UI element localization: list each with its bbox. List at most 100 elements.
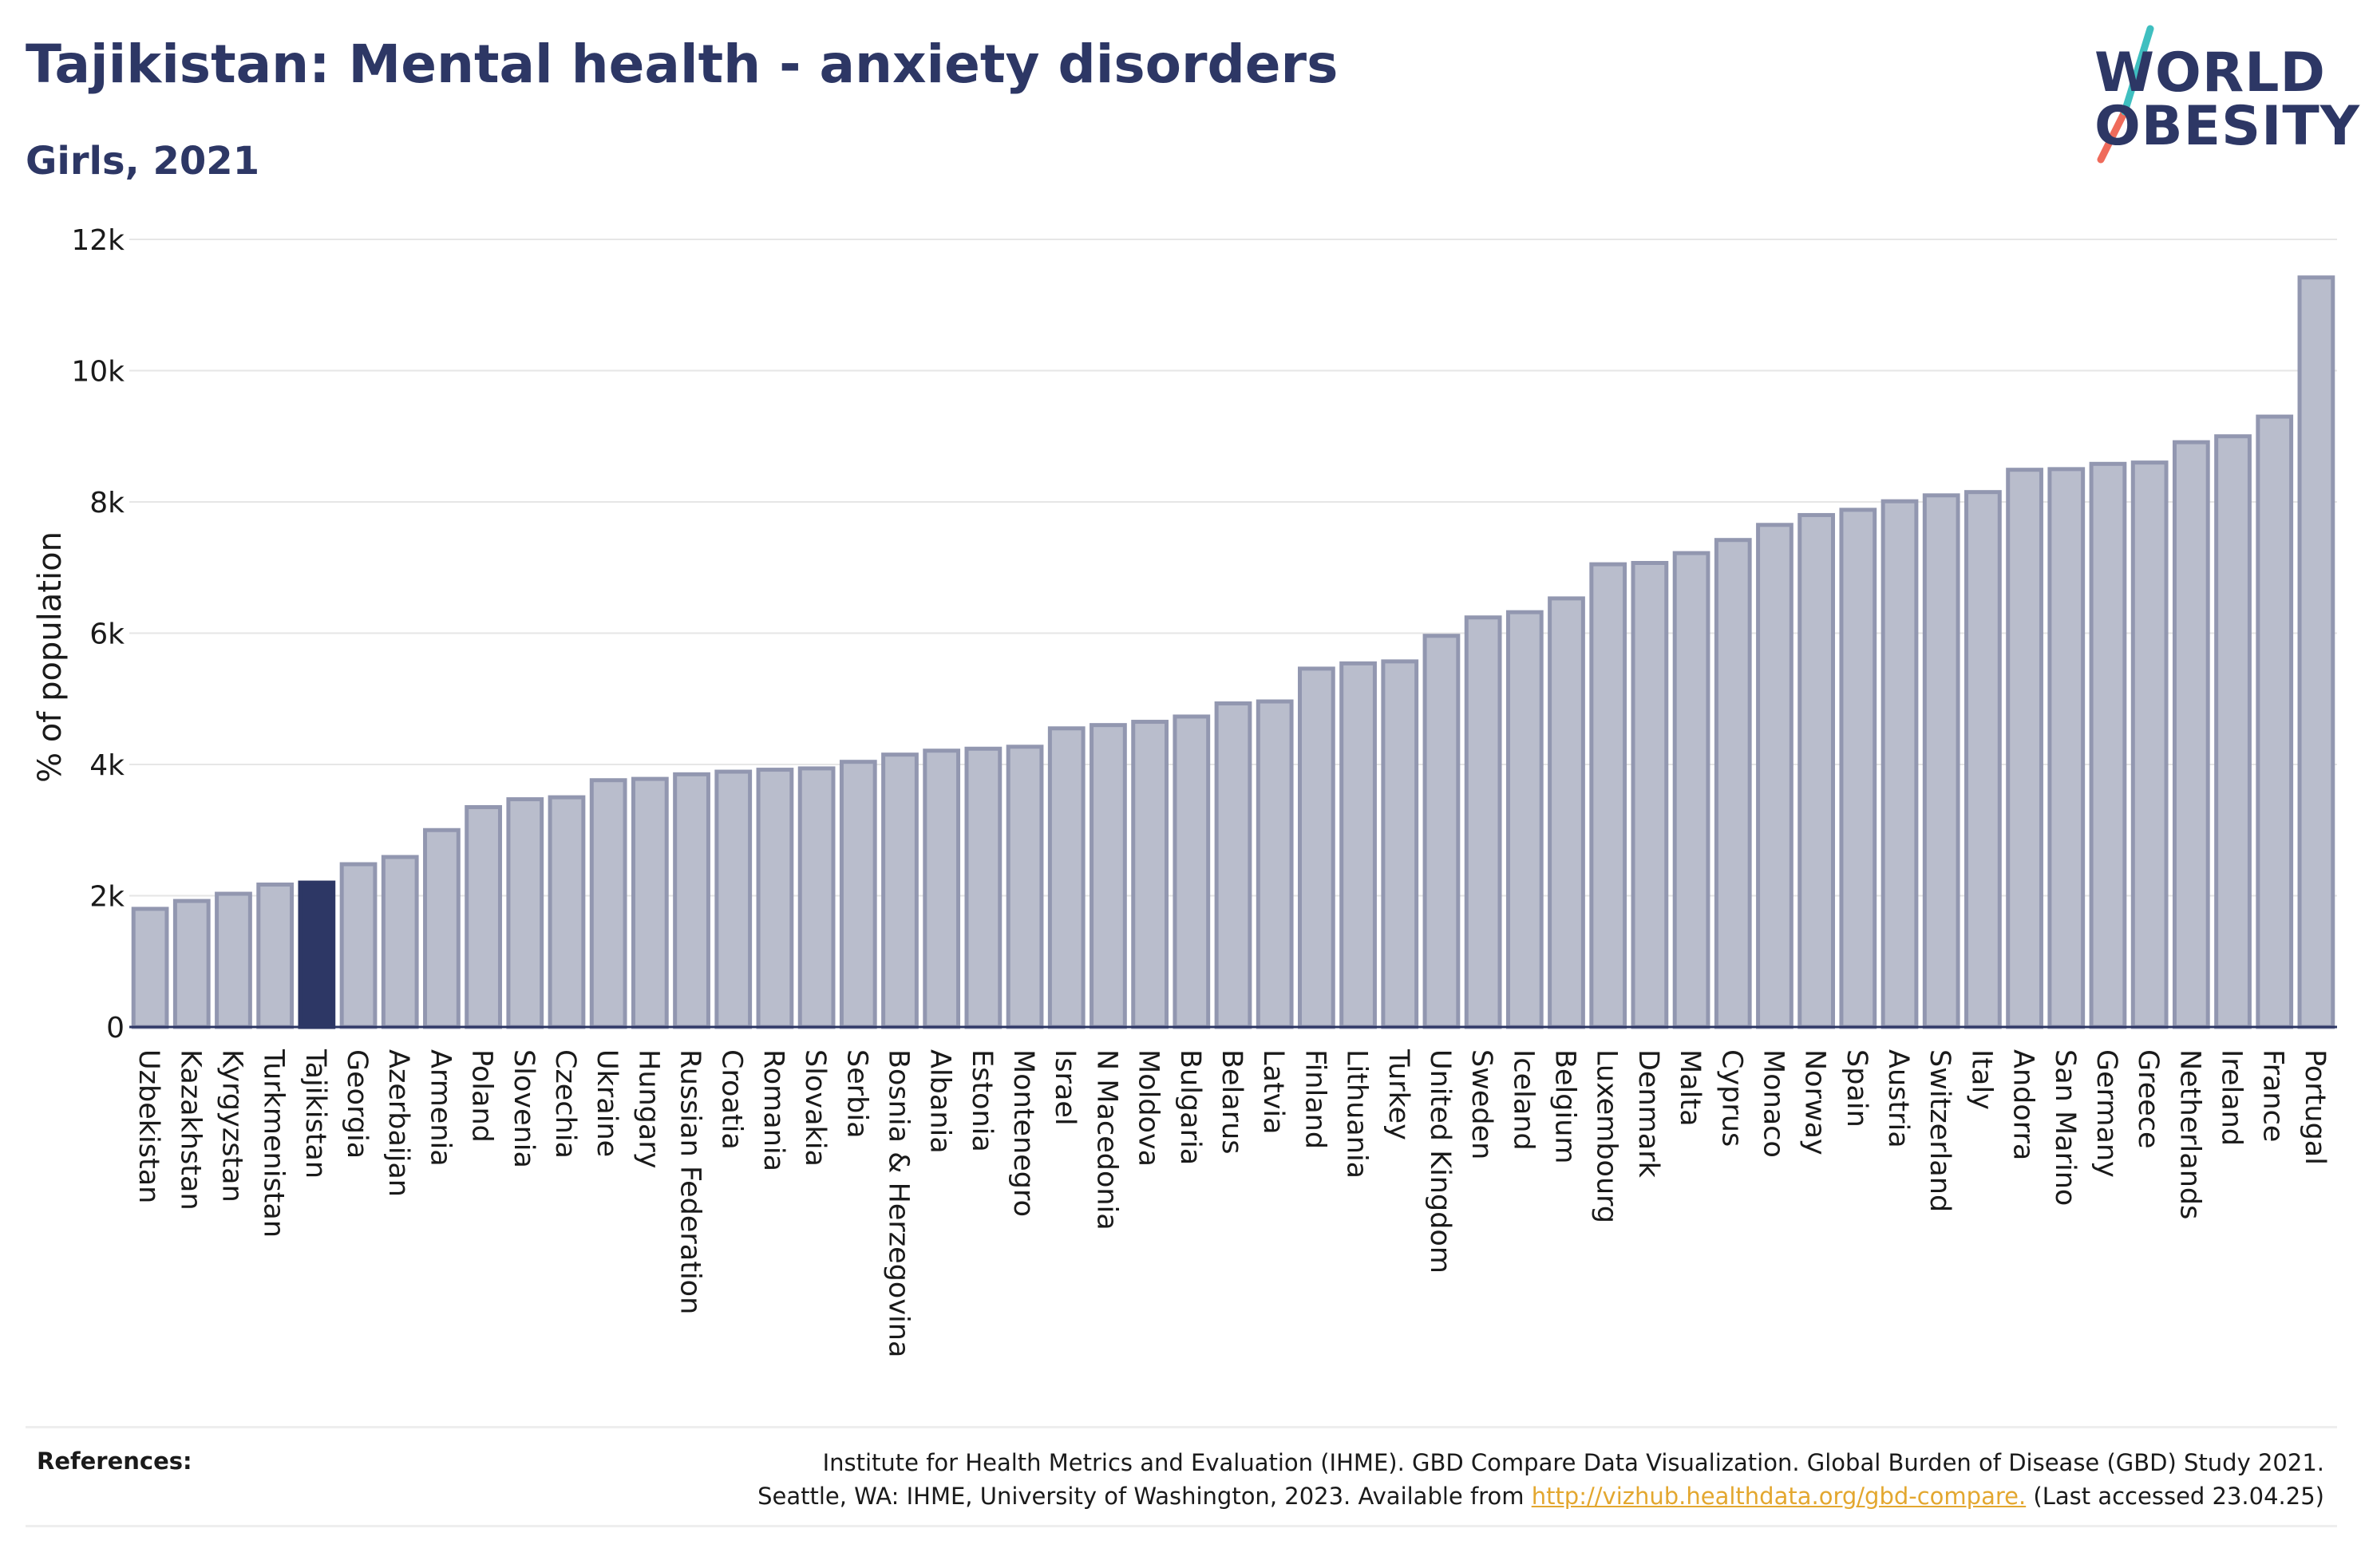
x-tick-label: Moldova — [1133, 1049, 1165, 1167]
x-tick-label: Hungary — [632, 1049, 664, 1168]
bar-luxembourg — [1589, 562, 1627, 1029]
bar-andorra — [2006, 468, 2043, 1029]
references-line-2-suffix: (Last accessed 23.04.25) — [2026, 1483, 2324, 1511]
bar-estonia — [964, 746, 1003, 1029]
bar-denmark — [1631, 560, 1669, 1029]
logo-slash-icon — [2097, 25, 2154, 164]
bar-kyrgyzstan — [215, 891, 252, 1029]
x-tick-label: France — [2257, 1049, 2289, 1142]
bar-ireland — [2214, 434, 2252, 1029]
x-tick-label: Azerbaijan — [382, 1049, 414, 1197]
x-tick-label: Georgia — [341, 1049, 373, 1159]
bar-san-marino — [2047, 467, 2086, 1029]
x-tick-label: Netherlands — [2173, 1049, 2205, 1219]
bar-poland — [465, 804, 502, 1029]
bar-austria — [1880, 499, 1919, 1029]
references-link[interactable]: http://vizhub.healthdata.org/gbd-compare… — [1531, 1483, 2027, 1511]
x-tick-label: Austria — [1882, 1049, 1914, 1148]
x-tick-label: Sweden — [1465, 1049, 1497, 1159]
x-tick-label: Lithuania — [1341, 1049, 1373, 1179]
x-tick-label: Turkmenistan — [258, 1049, 290, 1238]
bar-turkmenistan — [256, 883, 295, 1029]
x-tick-label: Belarus — [1216, 1049, 1248, 1155]
y-tick-label: 2k — [89, 881, 125, 914]
x-tick-label: Russian Federation — [674, 1049, 706, 1314]
bar-belarus — [1214, 701, 1252, 1029]
logo-line-2: OBESITY — [2094, 95, 2360, 158]
x-tick-label: Montenegro — [1007, 1049, 1039, 1217]
bar-albania — [923, 748, 961, 1029]
x-tick-label: Bulgaria — [1174, 1049, 1206, 1165]
chart-subtitle: Girls, 2021 — [26, 139, 260, 184]
x-tick-label: Albania — [924, 1049, 956, 1154]
references-line-1: Institute for Health Metrics and Evaluat… — [822, 1449, 2324, 1476]
y-tick-label: 12k — [71, 224, 125, 257]
x-tick-label: Romania — [757, 1049, 789, 1171]
references-line-2-text: Seattle, WA: IHME, University of Washing… — [757, 1483, 1532, 1511]
bar-slovenia — [506, 797, 544, 1029]
bar-turkey — [1381, 659, 1419, 1029]
x-tick-label: San Marino — [2049, 1049, 2081, 1206]
x-tick-label: Monaco — [1757, 1049, 1789, 1158]
bar-croatia — [714, 769, 753, 1029]
x-tick-label: Bosnia & Herzegovina — [882, 1049, 914, 1357]
bar-kazakhstan — [172, 899, 211, 1029]
bar-latvia — [1256, 699, 1294, 1029]
x-tick-label: Serbia — [840, 1049, 872, 1139]
x-tick-label: Slovenia — [508, 1049, 540, 1168]
x-tick-label: Latvia — [1257, 1049, 1289, 1135]
x-tick-label: Iceland — [1507, 1049, 1539, 1151]
bar-belgium — [1548, 596, 1585, 1029]
world-obesity-logo: WORLD OBESITY — [2083, 24, 2359, 168]
bar-lithuania — [1339, 661, 1377, 1029]
bar-germany — [2089, 461, 2127, 1029]
bar-tajikistan — [298, 880, 336, 1029]
bar-malta — [1672, 551, 1710, 1029]
bar-ukraine — [589, 778, 627, 1029]
x-tick-label: Switzerland — [1924, 1049, 1956, 1212]
x-tick-label: Malta — [1674, 1049, 1706, 1127]
x-tick-label: Ireland — [2216, 1049, 2248, 1146]
bar-moldova — [1131, 720, 1169, 1029]
bar-russian-federation — [673, 772, 710, 1029]
bar-switzerland — [1922, 493, 1960, 1029]
x-tick-label: Ukraine — [591, 1049, 623, 1157]
x-tick-label: N Macedonia — [1090, 1049, 1122, 1230]
x-tick-label: Spain — [1841, 1049, 1873, 1128]
references-label: References: — [37, 1448, 192, 1475]
x-tick-label: Belgium — [1549, 1049, 1581, 1164]
x-tick-label: Czechia — [549, 1049, 581, 1159]
x-tick-label: Denmark — [1632, 1049, 1664, 1179]
x-tick-label: Finland — [1299, 1049, 1331, 1149]
x-tick-label: Slovakia — [799, 1049, 831, 1167]
x-tick-label: United Kingdom — [1424, 1049, 1456, 1274]
y-axis-label: % of population — [32, 531, 69, 783]
x-tick-label: Kazakhstan — [174, 1049, 206, 1211]
references-line-2: Seattle, WA: IHME, University of Washing… — [409, 1479, 2324, 1513]
bar-israel — [1047, 726, 1086, 1029]
bar-iceland — [1505, 610, 1544, 1029]
bar-netherlands — [2172, 440, 2210, 1029]
bar-slovakia — [797, 766, 836, 1029]
y-axis-ticks: 0 2k 4k 6k 8k 10k 12k — [71, 224, 125, 1045]
x-tick-label: Israel — [1049, 1049, 1081, 1126]
logo-line-1: WORLD — [2094, 41, 2326, 105]
x-tick-label: Armenia — [424, 1049, 456, 1167]
bar-romania — [756, 768, 794, 1029]
x-tick-label: Tajikistan — [299, 1049, 331, 1179]
bar-finland — [1298, 666, 1335, 1029]
x-tick-label: Luxembourg — [1591, 1049, 1623, 1223]
y-tick-label: 0 — [106, 1012, 125, 1045]
y-tick-label: 6k — [89, 618, 125, 651]
x-tick-label: Poland — [466, 1049, 498, 1143]
x-tick-label: Cyprus — [1715, 1049, 1747, 1147]
bar-cyprus — [1714, 538, 1752, 1029]
x-tick-label: Italy — [1965, 1049, 1997, 1110]
x-axis-labels: Uzbekistan Kazakhstan Kyrgyzstan Turkmenist… — [132, 1049, 2331, 1357]
bar-united-kingdom — [1422, 634, 1461, 1029]
bar-bulgaria — [1173, 714, 1211, 1029]
bar-france — [2256, 414, 2294, 1029]
references-text: Institute for Health Metrics and Evaluat… — [409, 1446, 2324, 1513]
bar-spain — [1839, 508, 1877, 1029]
bar-monaco — [1756, 523, 1793, 1029]
